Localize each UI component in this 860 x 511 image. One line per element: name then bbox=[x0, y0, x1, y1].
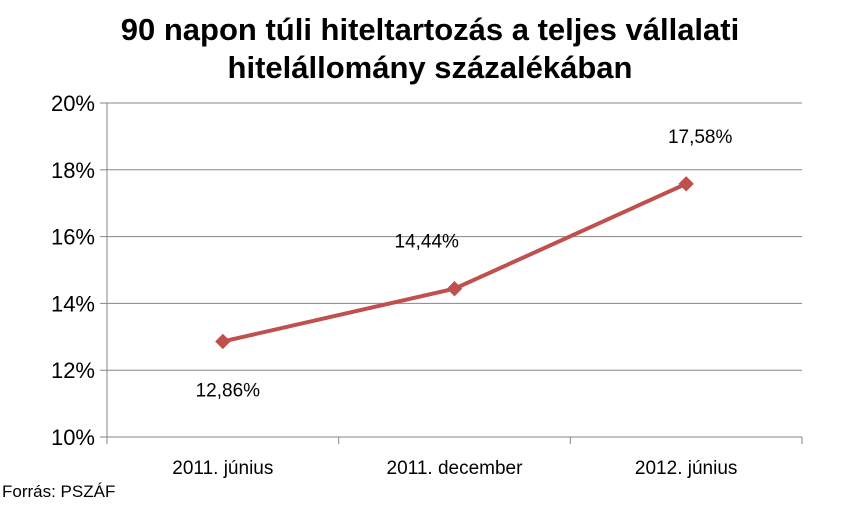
data-label: 12,86% bbox=[196, 380, 261, 401]
y-tick-label: 16% bbox=[51, 225, 95, 250]
x-tick-label: 2012. június bbox=[635, 458, 737, 479]
data-point bbox=[215, 333, 231, 350]
x-tick-label: 2011. június bbox=[172, 458, 273, 479]
source-note: Forrás: PSZÁF bbox=[2, 482, 116, 501]
data-point bbox=[678, 176, 694, 192]
y-tick-label: 20% bbox=[51, 91, 95, 116]
y-tick-label: 12% bbox=[51, 358, 95, 383]
y-tick-label: 10% bbox=[51, 425, 95, 450]
series-line bbox=[220, 181, 689, 344]
y-tick-label: 14% bbox=[51, 291, 95, 316]
y-tick-label: 18% bbox=[51, 158, 95, 183]
data-label: 17,58% bbox=[668, 127, 733, 148]
chart-title-line-1: 90 napon túli hiteltartozás a teljes vál… bbox=[120, 12, 740, 47]
chart-title-line-2: hitelállomány százalékában bbox=[227, 50, 633, 85]
x-tick-label: 2011. december bbox=[387, 458, 524, 479]
data-label: 14,44% bbox=[395, 232, 460, 253]
data-point bbox=[446, 280, 463, 297]
